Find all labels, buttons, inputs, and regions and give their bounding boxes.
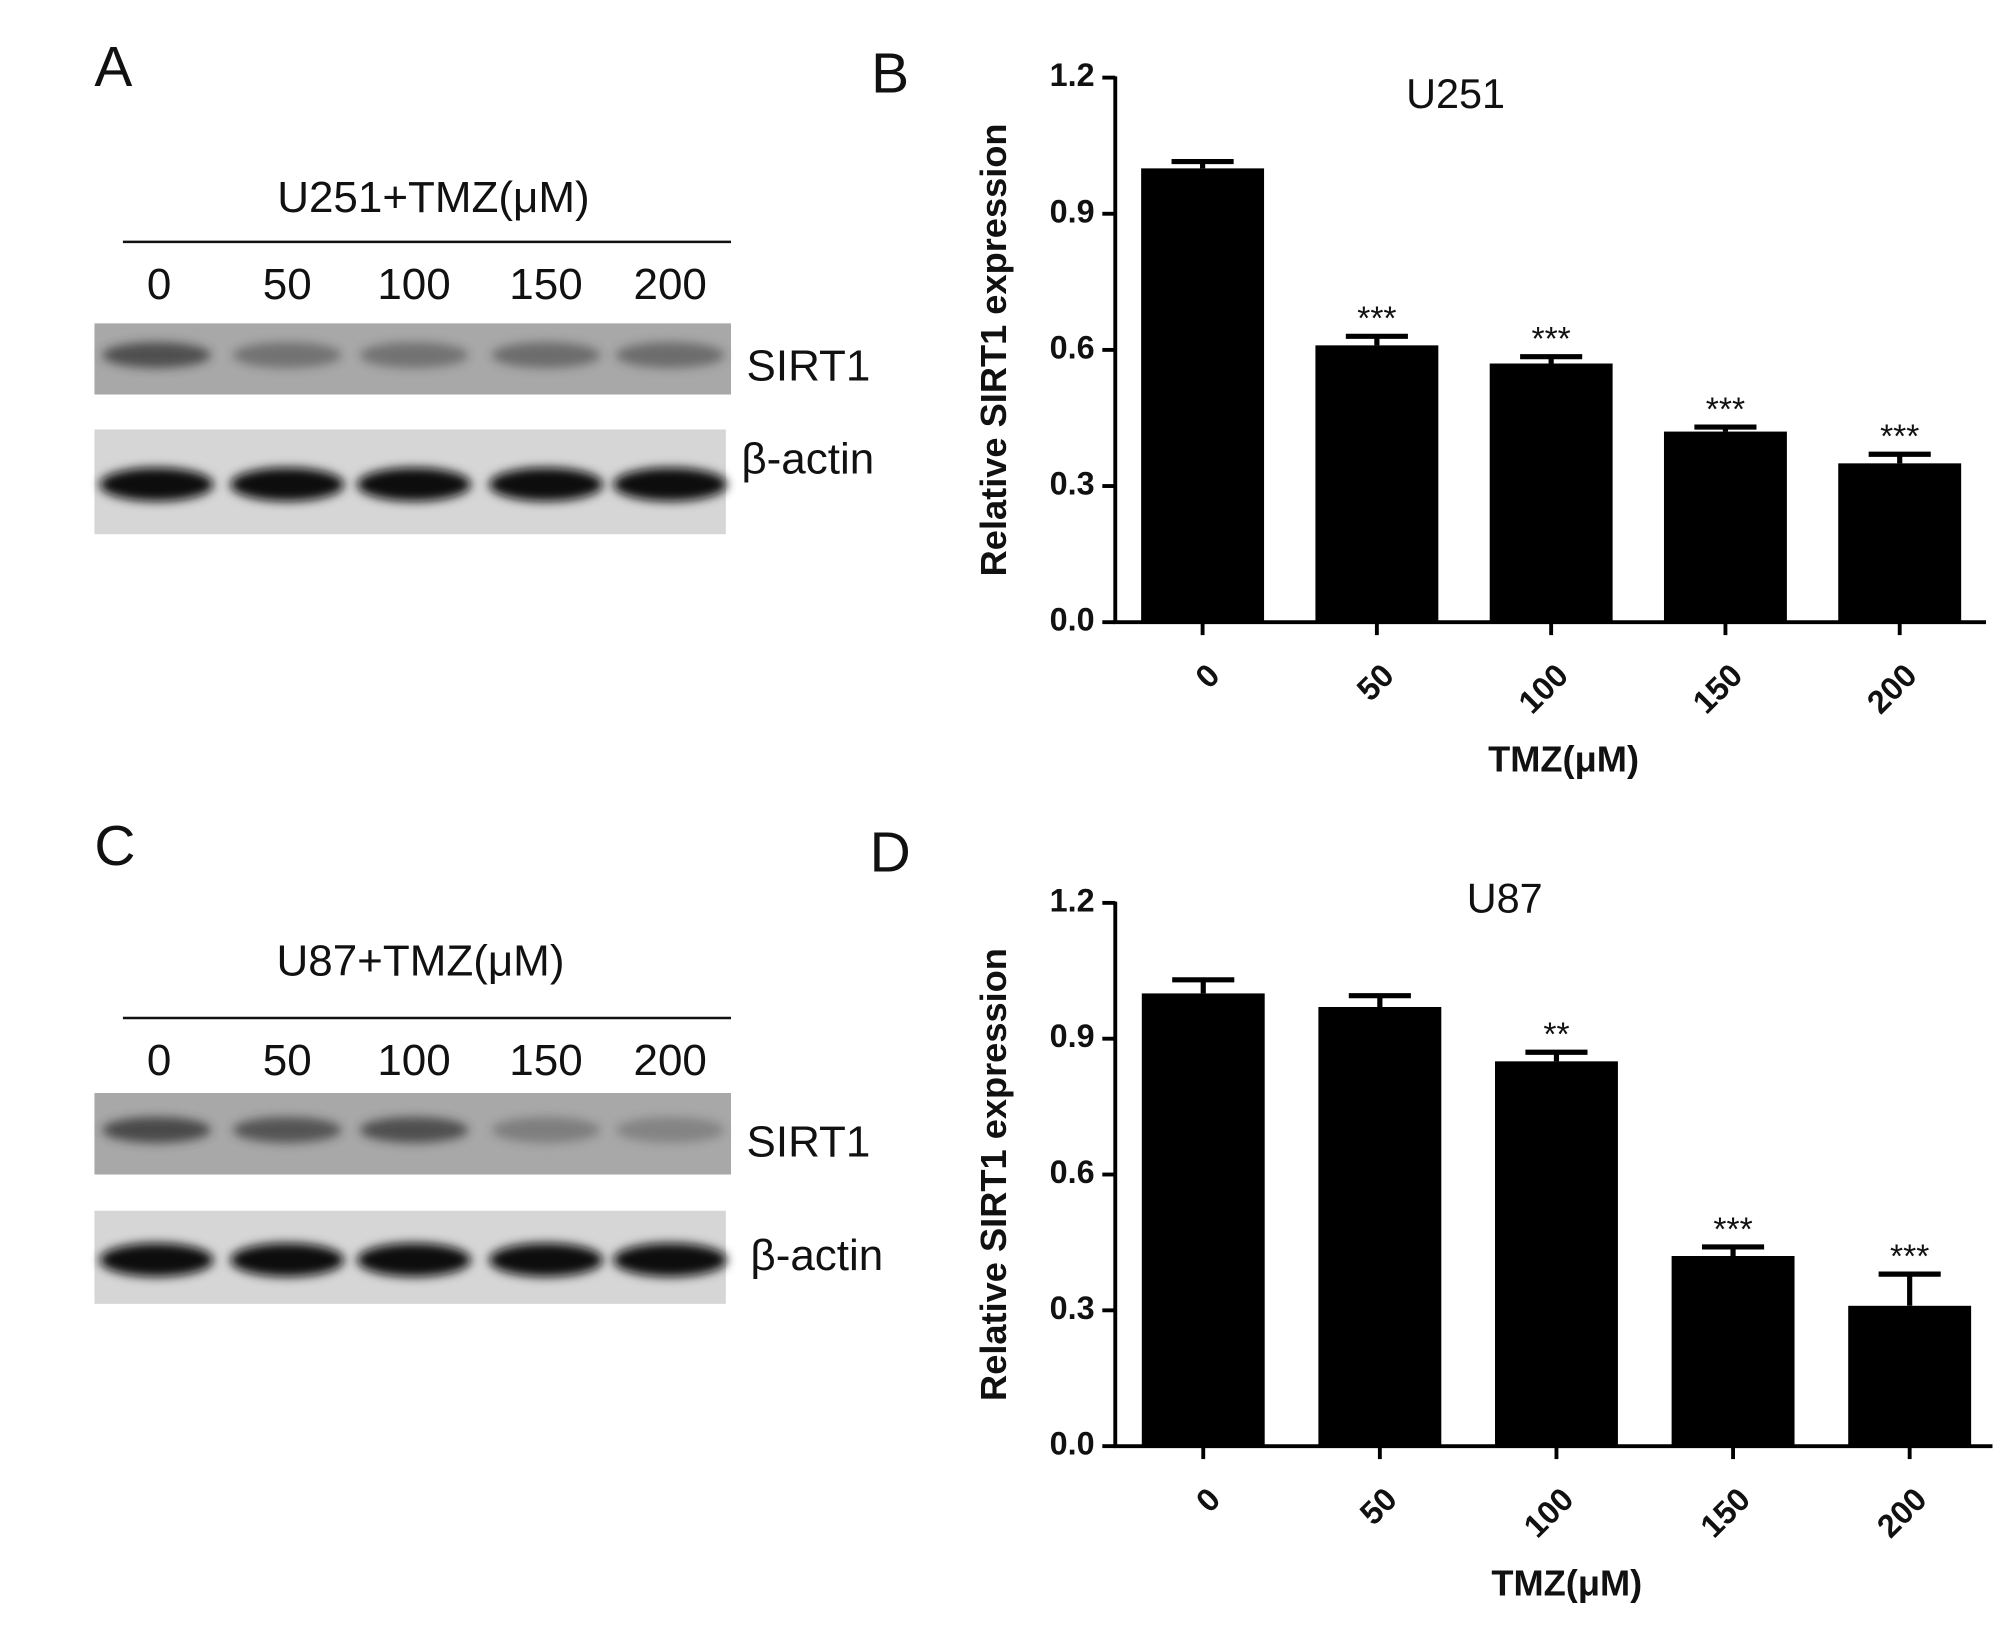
bar [1848, 1305, 1972, 1447]
bar [1495, 1061, 1618, 1447]
x-tick-label: 100 [1511, 657, 1575, 721]
blot-band [615, 342, 725, 369]
x-axis-label: TMZ(μM) [1491, 1562, 1642, 1603]
error-bar [1171, 158, 1234, 169]
y-tick-label: 1.2 [1050, 882, 1095, 918]
x-tick-label: 0 [1188, 657, 1226, 695]
error-bar [1348, 993, 1411, 1007]
lane-label: 50 [263, 260, 312, 309]
lane-label: 0 [147, 1036, 171, 1085]
y-tick-label: 0.9 [1050, 193, 1095, 229]
error-bar [1525, 1049, 1588, 1062]
lane-label: 150 [509, 260, 582, 309]
y-tick-label: 0.0 [1050, 1426, 1095, 1462]
significance-label: *** [1706, 391, 1745, 428]
y-tick-label: 0.3 [1050, 466, 1095, 502]
significance-label: ** [1543, 1017, 1569, 1054]
panel-label: A [94, 35, 132, 99]
y-axis-label: Relative SIRT1 expression [973, 948, 1014, 1401]
y-axis-label: Relative SIRT1 expression [973, 123, 1014, 576]
blot-band [357, 467, 471, 502]
bar [1318, 1006, 1442, 1447]
bar [1141, 168, 1265, 623]
y-tick-label: 0.9 [1050, 1018, 1095, 1054]
significance-label: *** [1880, 419, 1919, 456]
lane-label: 200 [634, 1036, 707, 1085]
blot-band [613, 1243, 728, 1277]
chart-title: U87 [1467, 876, 1543, 922]
blot-band [491, 342, 601, 369]
blot-band [491, 1116, 601, 1143]
y-tick-label: 1.2 [1050, 57, 1095, 93]
y-tick-label: 0.0 [1050, 602, 1095, 638]
panel-label: C [94, 814, 135, 878]
x-tick-label: 50 [1350, 657, 1401, 708]
x-tick-label: 200 [1860, 657, 1924, 721]
panel-label: D [870, 820, 911, 884]
blot-band [232, 342, 342, 369]
blot-band [102, 342, 211, 369]
y-tick-label: 0.6 [1050, 329, 1095, 365]
x-tick-label: 150 [1693, 1481, 1757, 1545]
significance-label: *** [1713, 1211, 1752, 1248]
lane-label: 100 [377, 260, 450, 309]
blot-title: U87+TMZ(μM) [277, 936, 565, 985]
lane-label: 50 [263, 1036, 312, 1085]
bar [1315, 345, 1439, 623]
blot-band [99, 467, 214, 502]
significance-label: *** [1532, 321, 1571, 358]
bar [1663, 431, 1787, 623]
error-bar [1878, 1271, 1941, 1306]
blot-band [230, 467, 345, 502]
lane-label: 100 [377, 1036, 450, 1085]
row-label: SIRT1 [747, 1117, 871, 1166]
x-tick-label: 200 [1870, 1481, 1934, 1545]
lane-label: 0 [147, 260, 171, 309]
y-tick-label: 0.3 [1050, 1290, 1095, 1326]
blot-band [489, 1243, 603, 1277]
blot-band [102, 1116, 211, 1143]
bar [1838, 463, 1962, 623]
row-label: β-actin [741, 434, 874, 483]
x-axis-label: TMZ(μM) [1488, 738, 1639, 779]
error-bar [1702, 1244, 1765, 1257]
error-bar [1345, 333, 1408, 346]
blot-band [99, 1243, 214, 1277]
y-tick-label: 0.6 [1050, 1154, 1095, 1190]
panel-label: B [871, 42, 909, 106]
blot-band [613, 467, 728, 502]
blot-band [232, 1116, 342, 1143]
blot-band [615, 1116, 725, 1143]
blot-band [230, 1243, 345, 1277]
blot-band [359, 1116, 469, 1143]
x-tick-label: 150 [1686, 657, 1750, 721]
blot-title: U251+TMZ(μM) [277, 173, 589, 222]
error-bar [1520, 354, 1583, 364]
error-bar [1868, 451, 1931, 464]
chart-title: U251 [1406, 71, 1505, 117]
significance-label: *** [1890, 1238, 1929, 1275]
bar [1141, 993, 1265, 1447]
error-bar [1694, 424, 1757, 432]
bar [1489, 363, 1613, 623]
significance-label: *** [1357, 301, 1396, 338]
error-bar [1172, 977, 1235, 994]
row-label: β-actin [750, 1231, 883, 1280]
x-tick-label: 50 [1353, 1481, 1404, 1532]
x-tick-label: 100 [1517, 1481, 1581, 1545]
blot-band [359, 342, 469, 369]
lane-label: 150 [509, 1036, 582, 1085]
bar [1671, 1256, 1795, 1447]
blot-band [357, 1243, 471, 1277]
blot-band [489, 467, 603, 502]
x-tick-label: 0 [1189, 1481, 1227, 1519]
lane-label: 200 [634, 260, 707, 309]
row-label: SIRT1 [747, 341, 871, 390]
